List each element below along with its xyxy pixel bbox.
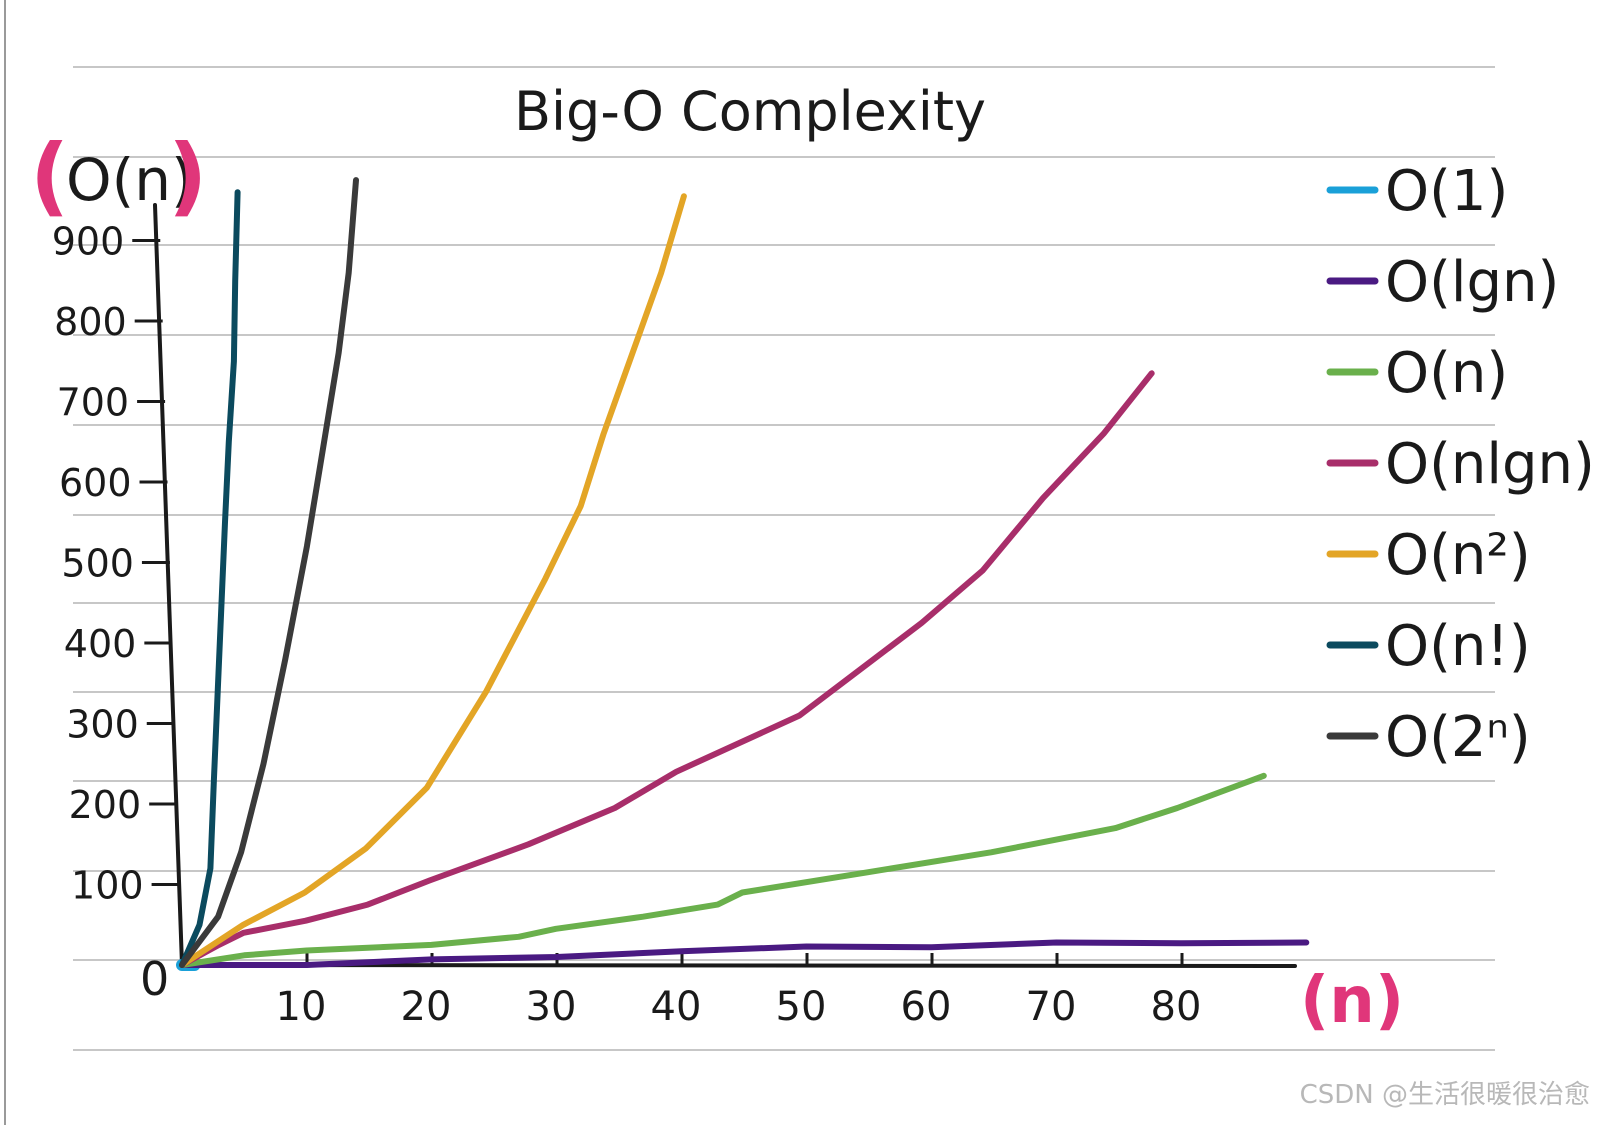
page-edge-line [4,0,6,1125]
x-axis-label: (n) [1300,964,1404,1038]
x-tick-label: 60 [901,984,952,1030]
x-tick-label: 10 [276,984,327,1030]
y-tick-label: 300 [66,703,139,747]
y-axis-label: O(n) [66,146,194,214]
legend-entry-o-2: O(2ⁿ) [1326,705,1531,770]
series-lines [176,177,1310,971]
legend-label: O(2ⁿ) [1385,705,1531,770]
legend-entry-o-n: O(n!) [1326,614,1531,679]
y-axis-label-bracket-left: ( [30,126,69,226]
x-tick-label: 70 [1026,984,1077,1030]
y-tick-label: 400 [64,622,137,666]
x-tick-label: 50 [776,984,827,1030]
x-tick-label: 40 [651,984,702,1030]
y-tick-label: 700 [57,381,130,425]
y-tick-label: 200 [69,783,142,827]
y-tick-label: 600 [59,461,132,505]
x-tick-label: 20 [401,984,452,1030]
legend-entry-o-nlgn: O(nlgn) [1326,432,1595,497]
x-tick-label: 80 [1151,984,1202,1030]
legend-label: O(n) [1385,341,1508,406]
series-line-o-2 [179,177,359,968]
legend-label: O(lgn) [1385,250,1559,315]
y-tick-label: 900 [52,220,125,264]
y-axis-line [153,203,184,967]
chart-title: Big-O Complexity [514,80,986,143]
legend-label: O(n!) [1385,614,1531,679]
series-line-o-n [179,772,1267,968]
tick-marks: 10 20 30 40 50 60 70 80 100 200 300 400 500 600 700 800… [52,220,1202,1031]
origin-label: 0 [140,952,169,1006]
legend-entry-o-n: O(n²) [1326,523,1531,588]
series-line-o-n [179,189,241,968]
legend-entry-o-n: O(n) [1326,341,1508,406]
legend: O(1) O(lgn) O(n) O(nlgn) O(n²) O(n!) O(2ⁿ) [1326,159,1595,770]
x-tick-label: 30 [526,984,577,1030]
series-line-o-nlgn [179,370,1155,968]
y-axis-label-group: ( O(n) ) [30,126,207,226]
legend-label: O(1) [1385,159,1508,224]
series-line-o-lgn [179,939,1310,968]
y-axis-label-bracket-right: ) [168,126,207,226]
y-tick-label: 800 [54,300,127,344]
series-line-o-n [179,193,687,968]
legend-entry-o-lgn: O(lgn) [1326,250,1559,315]
legend-label: O(nlgn) [1385,432,1595,497]
legend-entry-o-1: O(1) [1326,159,1508,224]
legend-label: O(n²) [1385,523,1531,588]
y-tick-label: 100 [71,864,144,908]
watermark: CSDN @生活很暖很治愈 [1299,1080,1590,1110]
y-tick-label: 500 [61,542,134,586]
